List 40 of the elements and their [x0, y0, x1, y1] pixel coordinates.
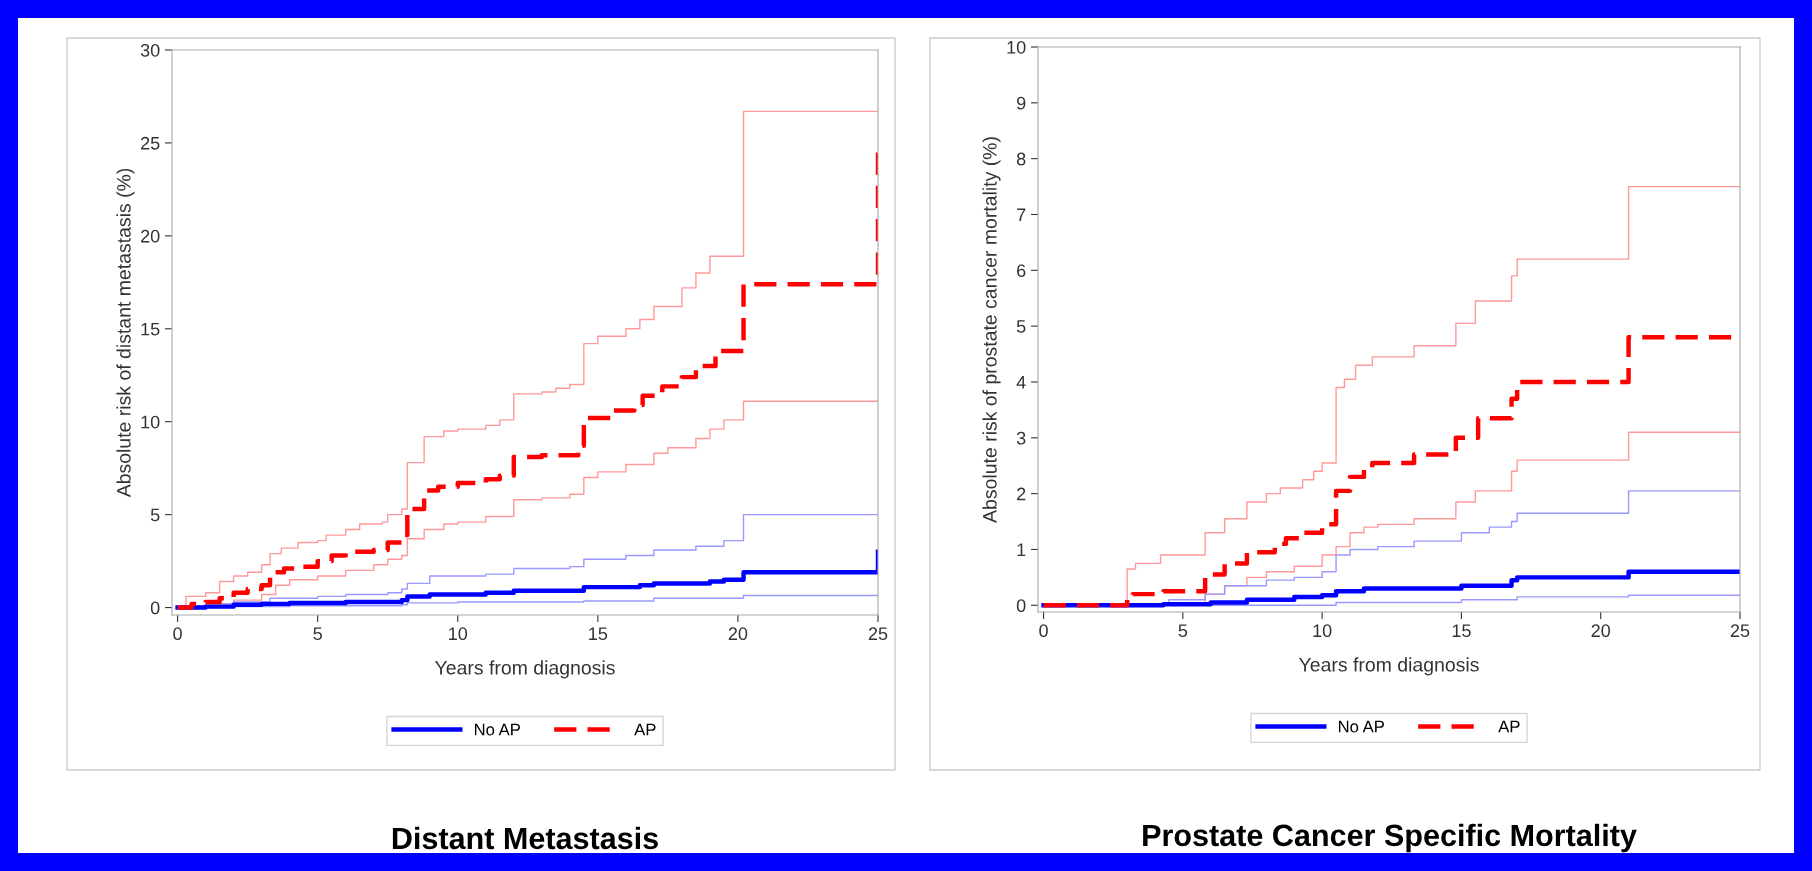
- x-tick-label: 15: [589, 627, 608, 641]
- y-tick-label: 9: [1017, 96, 1026, 110]
- y-tick-label: 20: [141, 229, 160, 243]
- y-tick-label: 2: [1017, 487, 1026, 501]
- legend-label: No AP: [1338, 720, 1384, 733]
- y-tick-label: 30: [140, 43, 160, 57]
- y-tick-label: 0: [1016, 599, 1026, 613]
- y-tick-label: 8: [1016, 152, 1026, 166]
- y-axis-title: Absolute risk of prostate cancer mortality (%): [982, 137, 1001, 523]
- y-tick-label: 6: [1017, 264, 1026, 278]
- y-tick-label: 1: [1017, 543, 1026, 557]
- y-tick-label: 10: [141, 415, 160, 429]
- legend-label: AP: [1498, 720, 1520, 733]
- y-tick-label: 15: [141, 322, 160, 336]
- y-tick-label: 5: [150, 508, 160, 522]
- x-tick-label: 10: [1313, 624, 1332, 638]
- legend-label: No AP: [474, 723, 520, 736]
- y-tick-label: 5: [1016, 320, 1026, 333]
- x-tick-label: 15: [1452, 624, 1471, 638]
- x-tick-label: 25: [1730, 624, 1750, 638]
- y-tick-label: 0: [150, 601, 160, 615]
- text: Distant Metastasis: [392, 826, 658, 850]
- x-axis-title: Years from diagnosis: [435, 660, 615, 679]
- y-tick-label: 25: [141, 136, 160, 150]
- y-tick-label: 4: [1016, 376, 1026, 389]
- x-tick-label: 5: [313, 627, 322, 641]
- x-axis-title: Years from diagnosis: [1299, 657, 1479, 676]
- x-tick-label: 0: [173, 627, 182, 641]
- y-axis-title: Absolute risk of distant metastasis (%): [116, 168, 135, 498]
- x-tick-label: 10: [449, 627, 468, 641]
- y-tick-label: 10: [1007, 40, 1026, 54]
- legend-label: AP: [634, 723, 656, 736]
- y-tick-label: 7: [1017, 208, 1026, 222]
- y-tick-label: 3: [1016, 431, 1026, 445]
- x-tick-label: 5: [1178, 624, 1188, 638]
- x-tick-label: 20: [728, 627, 748, 641]
- text: Prostate Cancer Specific Mortality: [1143, 823, 1637, 853]
- x-tick-label: 25: [868, 627, 888, 641]
- x-tick-label: 0: [1039, 624, 1048, 638]
- x-tick-label: 20: [1591, 624, 1611, 638]
